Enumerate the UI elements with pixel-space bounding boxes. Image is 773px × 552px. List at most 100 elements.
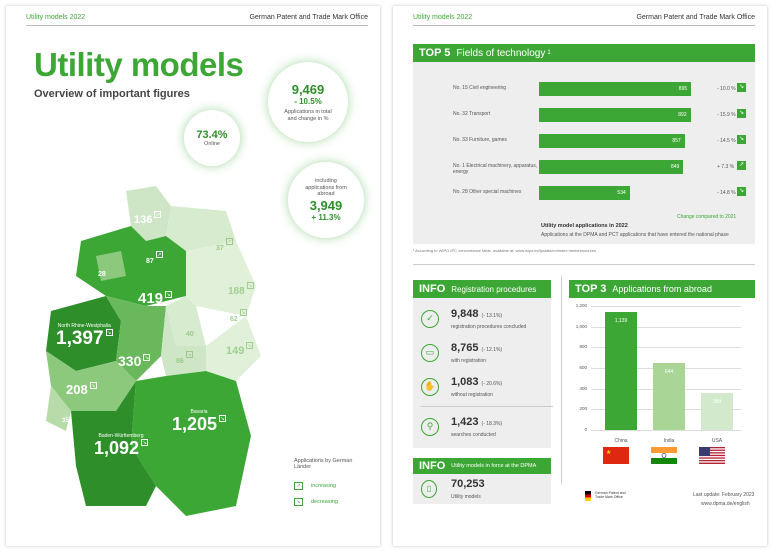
hand-icon: ✋ [421,378,439,396]
check-icon: ✓ [421,310,439,328]
region-shape-berlin-brandenburg [186,241,256,316]
region-shape-rhineland-palatinate [46,351,136,411]
x-tick-label: USA [711,438,723,444]
page-header: Utility models 2022 German Patent and Tr… [26,14,368,26]
divider [421,406,553,407]
top5-badge: TOP 5 [419,47,451,59]
top5-bar: 849 [539,160,684,174]
region-label-hesse: 330 ↘ [118,353,151,369]
top5-row-label: No. 15 Civil engineering [453,85,507,91]
dpma-logo-text: German Patent and Trade Mark Office [595,491,626,499]
region-shape-saarland [46,386,71,431]
grid-line [591,430,741,431]
info-reg-panel: ✓ 9,848 (- 13.1%) registration procedures… [413,298,553,448]
region-shape-saxony-anhalt [166,296,206,346]
top5-title: Fields of technology [456,47,546,59]
header-left-title: Utility models 2022 [26,14,86,21]
region-shape-hesse [106,296,166,381]
divider [413,264,755,265]
abroad-change: + 11.3% [311,213,341,223]
info-force-badge: INFO [419,460,446,472]
abroad-desc: including applications from abroad [305,177,347,198]
top5-change: - 14.5 % [717,138,736,144]
top5-row-label: No. 1 Electrical machinery, apparatus, e… [453,163,538,175]
online-bubble: 73.4% Online [184,110,240,166]
region-shape-thuringia [161,306,206,376]
right-page: Utility models 2022 German Patent and Tr… [393,6,767,546]
region-label-saarland: 35 [62,418,69,424]
grid-line [591,306,741,307]
decreasing-arrow-icon: ↘ [165,291,173,298]
decreasing-arrow-icon: ↘ [737,187,746,196]
decreasing-arrow-icon: ↘ [219,415,227,422]
top3-banner: TOP 3 Applications from abroad [569,280,755,298]
decreasing-arrow-icon: ↘ [737,109,746,118]
left-page: Utility models 2022 German Patent and Tr… [6,6,380,546]
usa-flag-icon [699,447,725,464]
top5-row: No. 28 Other special machines 534 - 14.8 %… [453,186,773,200]
region-shape-bremen [96,251,126,281]
page-header: Utility models 2022 German Patent and Tr… [413,14,755,26]
bar: 644 [653,363,685,430]
grid-line [591,347,741,349]
germany-map [46,186,261,516]
top3-badge: TOP 3 [575,283,607,295]
top5-change: - 10.0 % [717,86,736,92]
region-label-rhineland-palatinate: 208 ↘ [66,382,97,397]
info-reg-badge: INFO [419,283,446,295]
top5-row: No. 1 Electrical machinery, apparatus, e… [453,160,773,175]
info-force-banner: INFO Utility models in force at the DPMA [413,458,551,474]
decreasing-arrow-icon: ↘ [246,342,254,349]
region-label-bremen: 28 [98,271,106,278]
legend-title: Applications by German Länder [294,458,353,470]
region-shape-mecklenburg [166,206,236,251]
change-caption: Change compared to 2021 [677,214,737,220]
total-desc: Applications in total and change in % [284,108,332,122]
region-shape-saxony [206,316,261,381]
x-tick-label: China [614,438,628,444]
increasing-arrow-icon: ↗ [154,211,162,218]
region-shape-schleswig-holstein [126,186,171,241]
region-label-bavaria: Bavaria 1,205 ↘ [172,409,227,434]
india-flag-icon [651,447,677,464]
info-item-concluded: ✓ 9,848 (- 13.1%) registration procedures… [421,304,559,344]
info-reg-banner: INFO Registration procedures [413,280,551,298]
info-item-without-registration: ✋ 1,083 (- 20.6%) without registration [421,372,559,412]
decreasing-arrow-icon: ↘ [294,498,303,506]
svg-text:★: ★ [606,449,611,456]
region-label-hamburg: 87↗ [146,251,163,265]
top5-row-label: No. 32 Transport [453,111,491,117]
region-label-thuringia: 86↘ [176,351,193,365]
bar: 359 [701,392,733,430]
increasing-arrow-icon: ↗ [155,251,163,258]
abroad-bubble: including applications from abroad 3,949… [288,162,364,238]
legend-decreasing: decreasing [311,499,338,505]
top5-change: - 15.9 % [717,112,736,118]
top5-change: - 14.8 % [717,190,736,196]
page-title: Utility models [34,46,244,83]
online-desc: Online [204,140,220,147]
last-update: Last update: February 2023 [693,492,755,498]
china-flag-icon: ★ [603,447,629,464]
increasing-arrow-icon: ↗ [737,161,746,170]
total-change: - 10.5% [294,96,322,106]
top5-bar: 892 [539,108,691,122]
increasing-arrow-icon: ↗ [225,238,233,245]
top5-bar: 534 [539,186,630,200]
region-shape-nrw [46,296,121,371]
header-right-title: German Patent and Trade Mark Office [249,14,368,21]
region-label-brandenburg: 62↘ [230,309,247,323]
region-label-schleswig-holstein: 136 ↗ [134,211,162,226]
y-tick-label: 800 [579,344,587,350]
y-tick-label: 600 [579,365,587,370]
region-label-lower-saxony: 419 ↘ [138,290,173,307]
abroad-value: 3,949 [309,198,343,214]
header-left-title: Utility models 2022 [413,14,473,21]
region-label-nrw: North Rhine-Westphalia 1,397 ↘ [56,323,113,349]
footnote: ¹ According to WIPO IPC concordance tabl… [413,248,596,253]
decreasing-arrow-icon: ↘ [239,309,247,316]
top5-row: No. 32 Transport 892 - 15.9 % ↘ [453,108,773,122]
top5-row-label: No. 33 Furniture, games [453,137,507,143]
total-value: 9,469 [291,81,325,97]
footer-url[interactable]: www.dpma.de/english [701,501,750,507]
